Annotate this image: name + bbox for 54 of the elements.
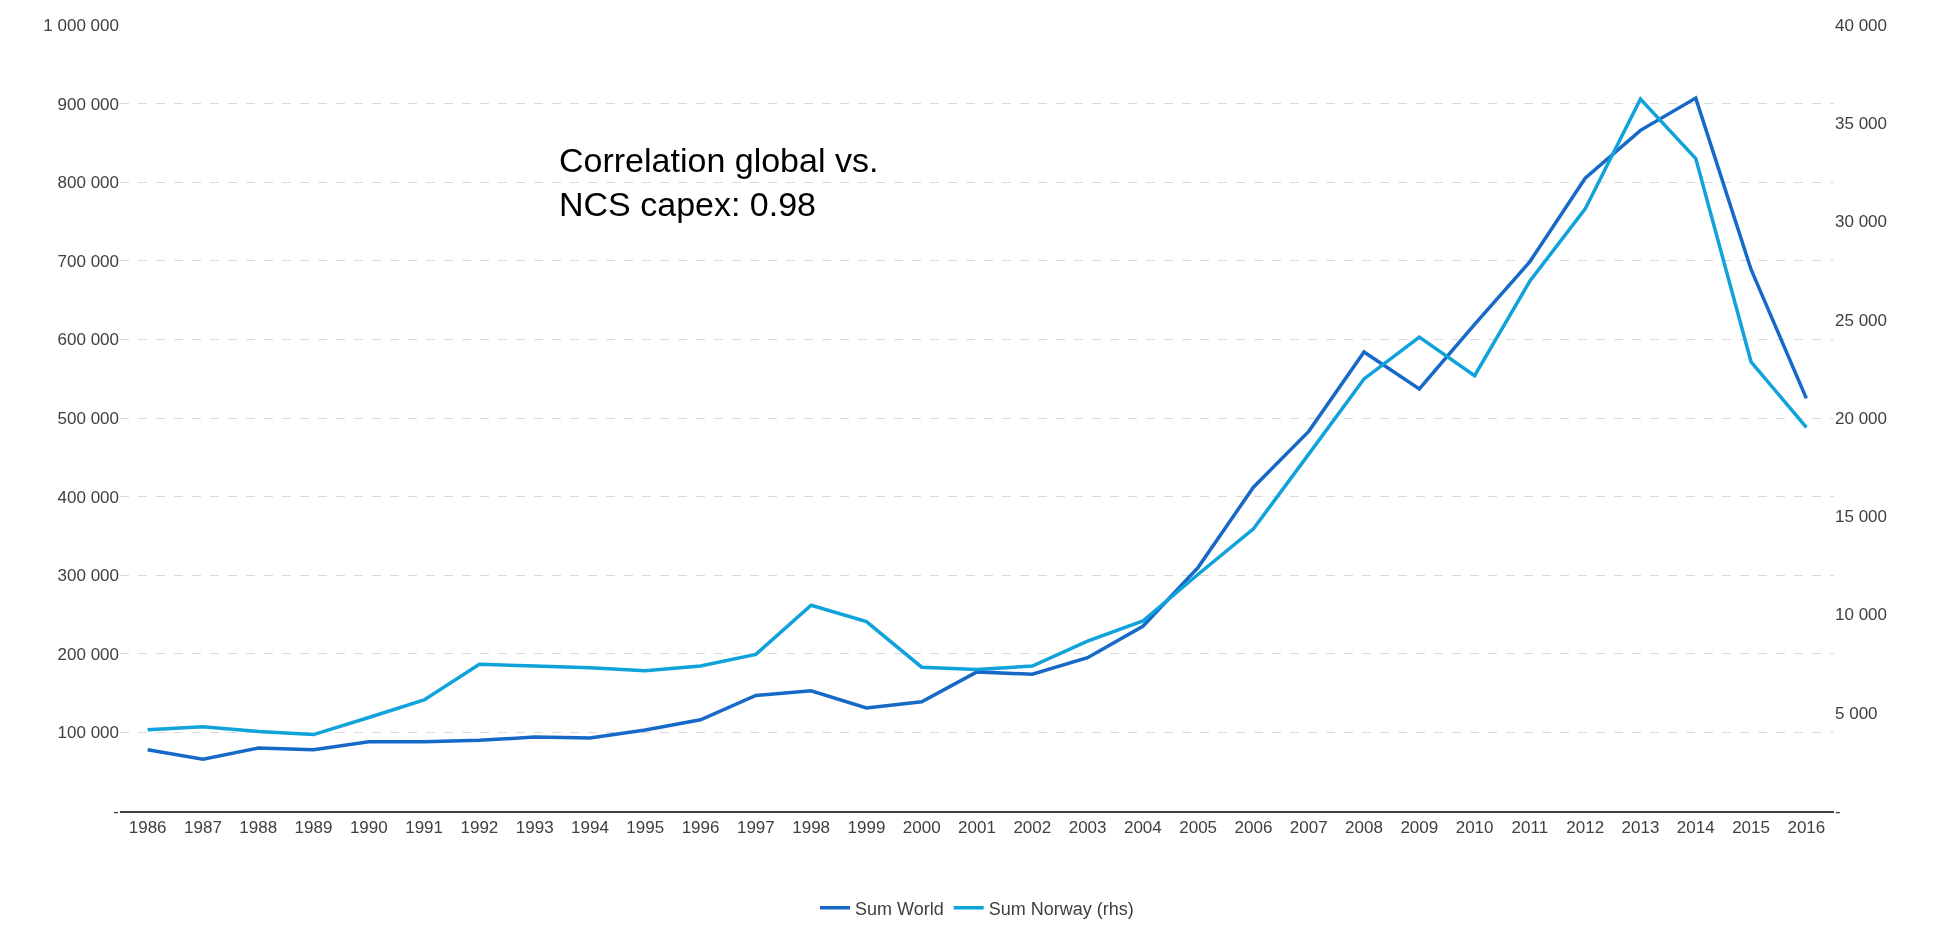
- x-tick-label: 2008: [1345, 818, 1383, 838]
- x-tick-label: 2013: [1621, 818, 1660, 838]
- y2-tick-label: -: [1835, 801, 1841, 821]
- annotation: Correlation global vs. NCS capex: 0.98: [559, 141, 879, 224]
- y2-tick-label: 20 000: [1835, 408, 1887, 428]
- x-tick-label: 2010: [1455, 818, 1494, 838]
- x-tick-label: 1988: [239, 818, 278, 838]
- y2-tick-label: 5 000: [1835, 703, 1878, 723]
- legend-label: Sum Norway (rhs): [988, 898, 1134, 919]
- y2-tick-label: 25 000: [1835, 310, 1887, 330]
- x-tick-label: 1998: [792, 818, 831, 838]
- x-tick-label: 1995: [626, 818, 665, 838]
- y2-tick-label: 35 000: [1835, 114, 1887, 134]
- y-tick-label: -: [113, 801, 119, 821]
- y-tick-label: 700 000: [57, 251, 119, 271]
- y-tick-label: 900 000: [57, 94, 119, 114]
- y-tick-label: 1 000 000: [43, 15, 119, 35]
- x-tick-label: 1997: [736, 818, 775, 838]
- y2-tick-label: 15 000: [1835, 507, 1887, 527]
- x-tick-label: 1994: [571, 818, 609, 838]
- y2-tick-label: 10 000: [1835, 605, 1887, 625]
- x-tick-label: 2002: [1013, 818, 1052, 838]
- y-tick-label: 600 000: [57, 330, 119, 350]
- x-tick-label: 2006: [1234, 818, 1273, 838]
- x-tick-label: 1986: [128, 818, 167, 838]
- x-tick-label: 2009: [1400, 818, 1439, 838]
- y2-tick-label: 30 000: [1835, 212, 1887, 232]
- x-tick-label: 1992: [460, 818, 499, 838]
- x-tick-label: 1989: [294, 818, 333, 838]
- x-tick-label: 1991: [405, 818, 444, 838]
- legend-label: Sum World: [855, 898, 944, 919]
- x-tick-label: 2015: [1732, 818, 1770, 838]
- x-tick-label: 1996: [681, 818, 720, 838]
- y-tick-label: 200 000: [57, 644, 119, 664]
- x-tick-label: 2001: [958, 818, 996, 838]
- y2-tick-label: 40 000: [1835, 15, 1887, 35]
- x-tick-label: 2003: [1068, 818, 1107, 838]
- y-tick-label: 800 000: [57, 173, 119, 193]
- y-tick-label: 300 000: [57, 566, 119, 586]
- x-tick-label: 1999: [847, 818, 886, 838]
- x-tick-label: 2014: [1676, 818, 1715, 838]
- y-tick-label: 400 000: [57, 487, 119, 507]
- y-tick-label: 500 000: [57, 408, 119, 428]
- x-tick-label: 1987: [184, 818, 222, 838]
- x-tick-label: 2000: [902, 818, 941, 838]
- x-tick-label: 2011: [1511, 818, 1549, 838]
- x-tick-label: 2004: [1123, 818, 1162, 838]
- x-tick-label: 2016: [1787, 818, 1826, 838]
- x-tick-label: 2012: [1566, 818, 1605, 838]
- y-tick-label: 100 000: [57, 723, 119, 743]
- x-tick-label: 1993: [515, 818, 554, 838]
- x-tick-label: 1990: [349, 818, 388, 838]
- x-tick-label: 2005: [1179, 818, 1218, 838]
- x-tick-label: 2007: [1289, 818, 1328, 838]
